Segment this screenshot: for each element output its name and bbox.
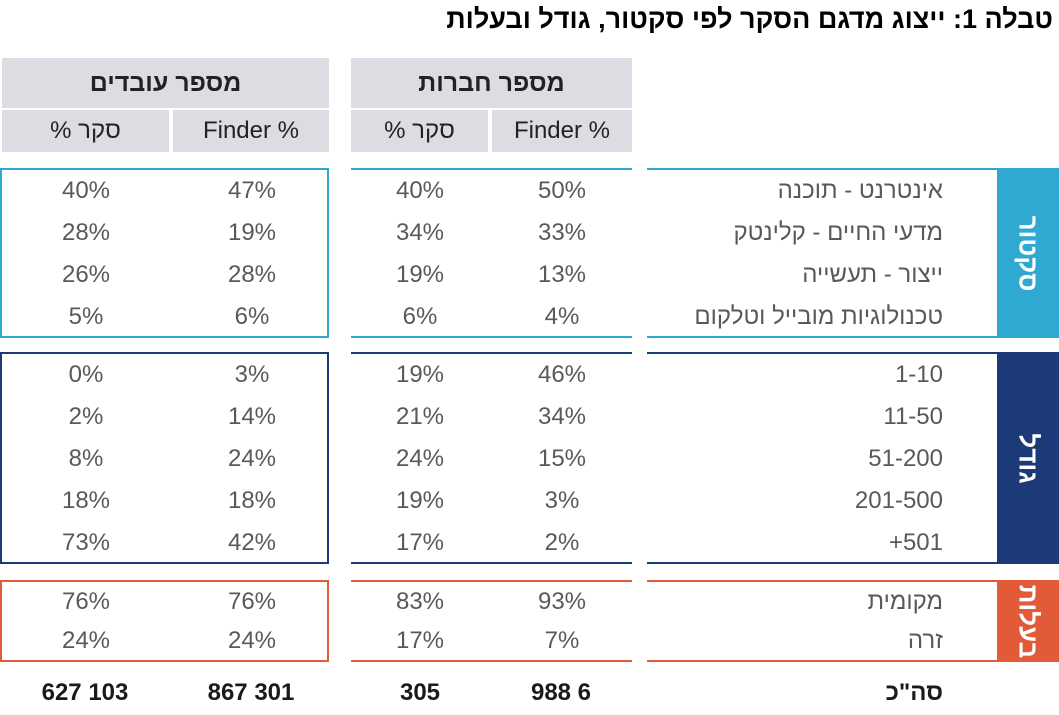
ownership-right-border xyxy=(327,580,329,662)
sector-co-finder-cell: 50% xyxy=(537,177,587,204)
sector-co-finder-cell: 13% xyxy=(537,261,587,288)
size-emp-finder-cell: 18% xyxy=(227,487,277,514)
size-top-line xyxy=(647,352,997,354)
employees-header: מספר עובדים xyxy=(2,58,329,108)
size-co-finder-cell: 3% xyxy=(544,487,580,514)
sector-co-finder-cell: 4% xyxy=(544,303,580,330)
employees-survey-header: % סקר xyxy=(2,110,169,152)
size-emp-finder-cell: 3% xyxy=(234,361,270,388)
size-co-survey-cell: 21% xyxy=(395,403,445,430)
ownership-co-survey-cell: 17% xyxy=(395,627,445,654)
size-emp-finder-cell: 14% xyxy=(227,403,277,430)
sector-emp-survey-cell: 5% xyxy=(68,303,104,330)
total-companies-survey: 305 xyxy=(399,679,441,706)
size-bottom-line xyxy=(351,562,632,564)
sector-row-label: מדעי החיים - קלינטק xyxy=(733,219,943,246)
sector-right-border xyxy=(327,168,329,338)
ownership-top-line xyxy=(351,580,632,582)
total-employees-survey: 627 103 xyxy=(41,679,129,706)
size-emp-survey-cell: 18% xyxy=(61,487,111,514)
size-row-label: 1-10 xyxy=(894,361,943,388)
size-left-border xyxy=(0,352,2,564)
sector-co-survey-cell: 34% xyxy=(395,219,445,246)
size-co-survey-cell: 24% xyxy=(395,445,445,472)
ownership-top-line xyxy=(647,580,997,582)
size-row-label: 201-500 xyxy=(854,487,943,514)
size-bottom-line xyxy=(647,562,997,564)
employees-finder-header: Finder % xyxy=(173,110,329,152)
size-emp-survey-cell: 0% xyxy=(68,361,104,388)
size-emp-finder-cell: 42% xyxy=(227,529,277,556)
sector-bottom-line xyxy=(351,336,632,338)
size-emp-survey-cell: 73% xyxy=(61,529,111,556)
sector-emp-finder-cell: 47% xyxy=(227,177,277,204)
sector-co-survey-cell: 19% xyxy=(395,261,445,288)
ownership-emp-survey-cell: 76% xyxy=(61,588,111,615)
size-emp-finder-cell: 24% xyxy=(227,445,277,472)
size-co-finder-cell: 34% xyxy=(537,403,587,430)
sector-emp-survey-cell: 28% xyxy=(61,219,111,246)
sector-emp-finder-cell: 28% xyxy=(227,261,277,288)
sector-row-label: ייצור - תעשייה xyxy=(802,261,943,288)
sector-emp-survey-cell: 26% xyxy=(61,261,111,288)
ownership-emp-finder-cell: 24% xyxy=(227,627,277,654)
ownership-emp-finder-cell: 76% xyxy=(227,588,277,615)
total-label: סה"כ xyxy=(885,679,943,706)
table-title: טבלה 1: ייצוג מדגם הסקר לפי סקטור, גודל … xyxy=(446,4,1053,34)
companies-survey-header: % סקר xyxy=(351,110,488,152)
sector-left-border xyxy=(0,168,2,338)
ownership-row-label: מקומית xyxy=(867,588,943,615)
sector-bottom-line xyxy=(647,336,997,338)
ownership-co-finder-cell: 7% xyxy=(544,627,580,654)
size-co-finder-cell: 2% xyxy=(544,529,580,556)
sector-top-line xyxy=(0,168,329,170)
sector-top-line xyxy=(647,168,997,170)
size-co-survey-cell: 19% xyxy=(395,487,445,514)
ownership-co-finder-cell: 93% xyxy=(537,588,587,615)
ownership-emp-survey-cell: 24% xyxy=(61,627,111,654)
size-co-survey-cell: 17% xyxy=(395,529,445,556)
sector-bottom-line xyxy=(0,336,329,338)
ownership-bottom-line xyxy=(647,660,997,662)
sector-emp-survey-cell: 40% xyxy=(61,177,111,204)
total-companies-finder: 988 6 xyxy=(530,679,592,706)
ownership-row-label: זרה xyxy=(907,627,943,654)
size-bottom-line xyxy=(0,562,329,564)
size-co-finder-cell: 46% xyxy=(537,361,587,388)
size-band: גודל xyxy=(997,352,1059,564)
sector-row-label: אינטרנט - תוכנה xyxy=(777,177,943,204)
ownership-band: בעלות xyxy=(997,580,1059,662)
size-row-label: 501+ xyxy=(888,529,943,556)
size-top-line xyxy=(351,352,632,354)
sector-emp-finder-cell: 19% xyxy=(227,219,277,246)
sector-emp-finder-cell: 6% xyxy=(234,303,270,330)
total-employees-finder: 867 301 xyxy=(207,679,295,706)
ownership-left-border xyxy=(0,580,2,662)
size-row-label: 11-50 xyxy=(883,403,943,430)
size-top-line xyxy=(0,352,329,354)
sector-top-line xyxy=(351,168,632,170)
size-emp-survey-cell: 8% xyxy=(68,445,104,472)
companies-header: מספר חברות xyxy=(351,58,632,108)
size-co-survey-cell: 19% xyxy=(395,361,445,388)
size-emp-survey-cell: 2% xyxy=(68,403,104,430)
companies-finder-header: Finder % xyxy=(492,110,632,152)
size-co-finder-cell: 15% xyxy=(537,445,587,472)
size-row-label: 51-200 xyxy=(868,445,943,472)
sector-co-survey-cell: 6% xyxy=(402,303,438,330)
ownership-bottom-line xyxy=(351,660,632,662)
size-right-border xyxy=(327,352,329,564)
sector-band: סקטור xyxy=(997,168,1059,338)
ownership-bottom-line xyxy=(0,660,329,662)
ownership-co-survey-cell: 83% xyxy=(395,588,445,615)
sector-row-label: טכנולוגיות מובייל וטלקום xyxy=(694,303,943,330)
ownership-top-line xyxy=(0,580,329,582)
sector-co-survey-cell: 40% xyxy=(395,177,445,204)
sector-co-finder-cell: 33% xyxy=(537,219,587,246)
